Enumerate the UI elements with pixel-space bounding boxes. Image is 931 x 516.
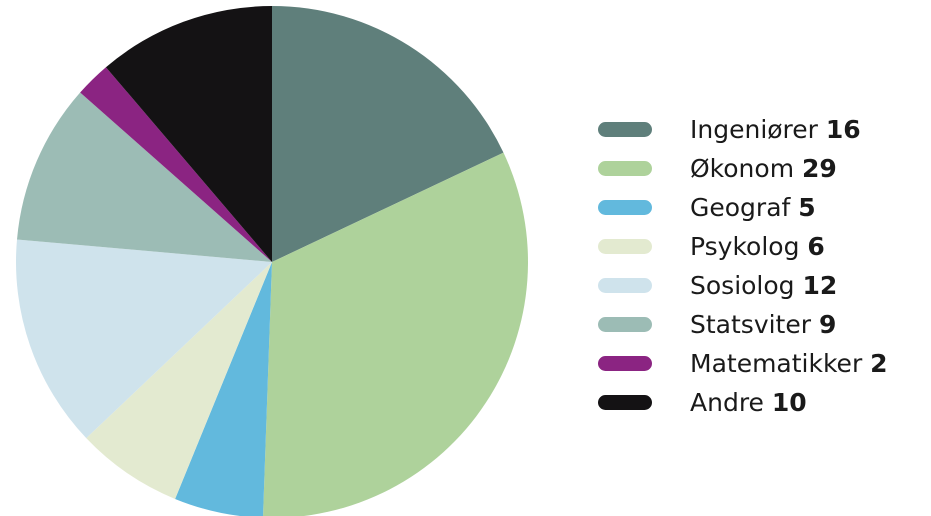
legend-item-sosiolog: Sosiolog 12 — [598, 266, 931, 305]
pie-slice-psykolog — [86, 262, 272, 499]
legend-label: Psykolog — [690, 232, 800, 261]
legend-item-psykolog: Psykolog 6 — [598, 227, 931, 266]
pie-slice-ingeniører — [272, 6, 504, 262]
legend-label: Matematikker — [690, 349, 863, 378]
legend-swatch — [598, 356, 652, 371]
legend-value: 16 — [825, 115, 861, 144]
legend-swatch — [598, 200, 652, 215]
legend-label: Ingeniører — [690, 115, 818, 144]
legend-value: 2 — [870, 349, 888, 378]
legend-label: Økonom — [690, 154, 795, 183]
legend-swatch — [598, 317, 652, 332]
legend-item-andre: Andre 10 — [598, 383, 931, 422]
legend-swatch — [598, 161, 652, 176]
pie-slice-geograf — [175, 262, 272, 516]
chart-legend: Ingeniører 16 Økonom 29 Geograf 5 Psykol… — [598, 110, 931, 422]
legend-swatch — [598, 278, 652, 293]
legend-item-ingeniorer: Ingeniører 16 — [598, 110, 931, 149]
legend-swatch — [598, 122, 652, 137]
legend-value: 5 — [798, 193, 816, 222]
pie-slice-sosiolog — [16, 239, 273, 439]
legend-swatch — [598, 239, 652, 254]
legend-swatch — [598, 395, 652, 410]
legend-value: 29 — [802, 154, 837, 183]
pie-slice-statsviter — [17, 92, 272, 262]
legend-value: 9 — [818, 310, 837, 339]
legend-value: 12 — [802, 271, 838, 300]
legend-item-geograf: Geograf 5 — [598, 188, 931, 227]
pie-slice-matematikker — [80, 67, 273, 262]
legend-item-okonom: Økonom 29 — [598, 149, 931, 188]
pie-slice-andre — [105, 6, 272, 262]
legend-label: Sosiolog — [690, 271, 795, 300]
legend-label: Geograf — [690, 193, 791, 222]
pie-slice-økonom — [263, 152, 528, 516]
legend-value: 10 — [771, 388, 807, 417]
legend-value: 6 — [807, 232, 825, 261]
pie-chart — [16, 6, 528, 516]
legend-item-statsviter: Statsviter 9 — [598, 305, 931, 344]
legend-label: Andre — [690, 388, 764, 417]
legend-item-matematikker: Matematikker 2 — [598, 344, 931, 383]
legend-label: Statsviter — [690, 310, 812, 339]
